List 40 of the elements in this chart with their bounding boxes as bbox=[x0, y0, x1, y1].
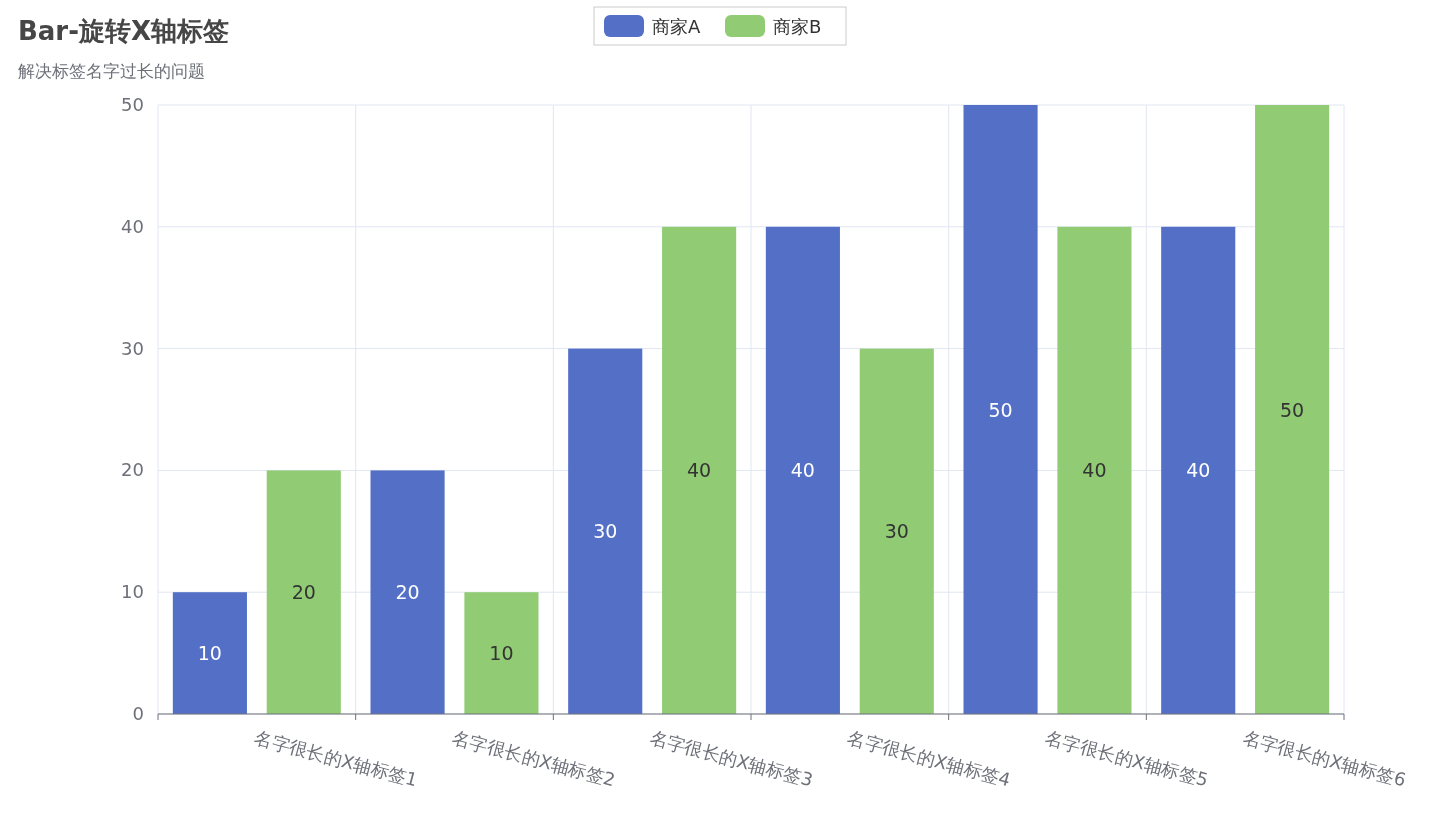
bar bbox=[1161, 226, 1236, 714]
data-label: 10 bbox=[489, 642, 514, 665]
data-label: 20 bbox=[291, 581, 316, 604]
data-label: 40 bbox=[687, 459, 712, 482]
x-tick-label: 名字很长的X轴标签3 bbox=[647, 726, 816, 791]
chart-subtitle: 解决标签名字过长的问题 bbox=[18, 61, 205, 81]
data-label: 30 bbox=[884, 520, 909, 543]
y-tick-label: 10 bbox=[121, 581, 144, 603]
chart-title: Bar-旋转X轴标签 bbox=[18, 16, 230, 46]
data-label: 10 bbox=[197, 642, 222, 665]
y-tick-label: 30 bbox=[121, 337, 144, 359]
data-label: 50 bbox=[988, 398, 1013, 421]
x-tick-label: 名字很长的X轴标签2 bbox=[449, 726, 618, 791]
x-tick-label: 名字很长的X轴标签5 bbox=[1042, 726, 1211, 791]
bar bbox=[963, 105, 1038, 714]
bar bbox=[266, 470, 341, 714]
x-tick-label: 名字很长的X轴标签1 bbox=[252, 726, 420, 791]
data-label: 30 bbox=[593, 520, 618, 543]
y-tick-label: 40 bbox=[121, 215, 144, 237]
x-tick-label: 名字很长的X轴标签6 bbox=[1240, 726, 1409, 791]
data-label: 40 bbox=[1186, 459, 1211, 482]
bar bbox=[464, 592, 539, 714]
data-label: 50 bbox=[1280, 398, 1305, 421]
bar bbox=[568, 348, 643, 714]
legend-label: 商家B bbox=[773, 16, 822, 37]
bar bbox=[1057, 226, 1132, 714]
bar bbox=[172, 592, 247, 714]
bar bbox=[765, 226, 840, 714]
data-label: 40 bbox=[1082, 459, 1107, 482]
data-label: 20 bbox=[395, 581, 420, 604]
y-tick-label: 20 bbox=[121, 459, 144, 481]
data-label: 40 bbox=[790, 459, 815, 482]
bar bbox=[370, 470, 445, 714]
bar bbox=[859, 348, 934, 714]
bar bbox=[1255, 105, 1330, 714]
legend-label: 商家A bbox=[652, 16, 701, 37]
y-tick-label: 50 bbox=[121, 94, 144, 115]
x-tick-label: 名字很长的X轴标签4 bbox=[845, 726, 1013, 791]
y-tick-label: 0 bbox=[132, 703, 144, 724]
bar bbox=[662, 226, 737, 714]
